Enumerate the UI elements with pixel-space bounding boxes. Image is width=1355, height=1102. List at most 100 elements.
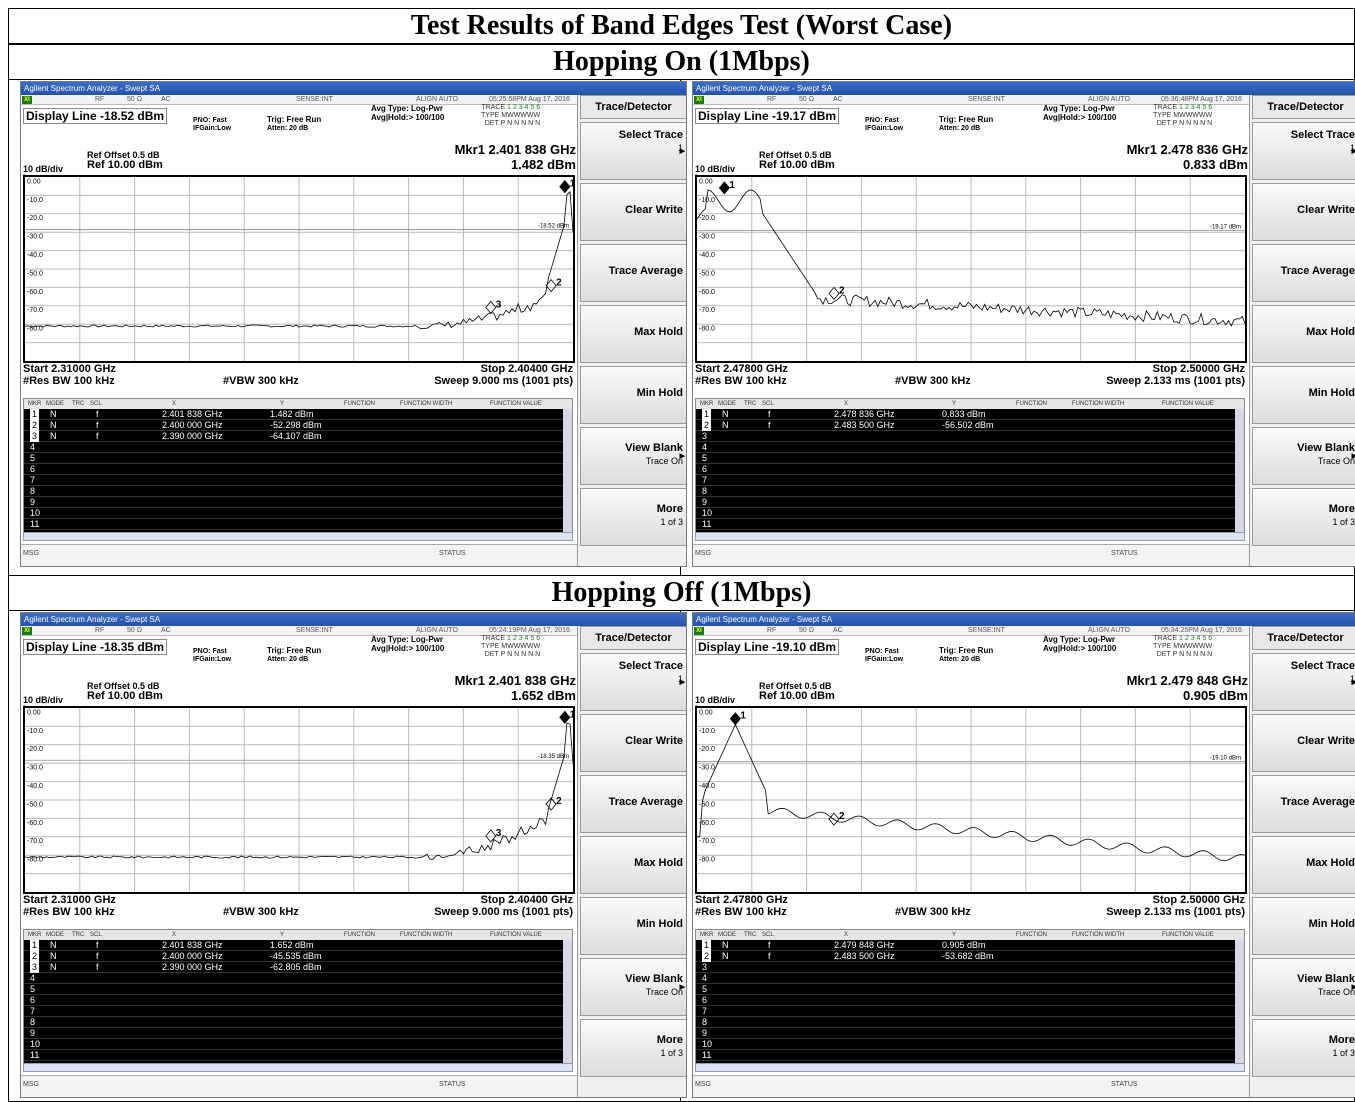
page-title: Test Results of Band Edges Test (Worst C…: [8, 8, 1355, 44]
marker-2-label: 2: [839, 811, 845, 822]
marker-readout: Mkr1 2.401 838 GHz 1.652 dBm: [455, 673, 576, 703]
cell-x: 2.400 000 GHz: [162, 951, 223, 961]
marker-table-scrollbar[interactable]: [563, 409, 572, 533]
table-row: 5: [696, 453, 1236, 464]
submenu-arrow-icon: ▶: [679, 148, 685, 155]
more-softkey[interactable]: More 1 of 3: [580, 488, 686, 546]
trace-average-softkey[interactable]: Trace Average: [580, 244, 686, 302]
cell-mkr: 9: [30, 497, 36, 507]
trace-info: TRACE 1 2 3 4 5 6 TYPE MWWWWW DET P N N …: [1153, 635, 1213, 658]
msg-label: MSG: [23, 1081, 39, 1088]
min-hold-softkey[interactable]: Min Hold: [1252, 897, 1355, 955]
more-softkey[interactable]: More 1 of 3: [580, 1019, 686, 1077]
cell-mkr: 8: [30, 1017, 36, 1027]
spectrum-svg: 0.00 -10.0 -20.0 -30.0 -40.0 -50.0 -60.0 -70.0 -…: [697, 177, 1245, 361]
status-label: STATUS: [439, 550, 466, 557]
avg-type-label: Avg Type: Log-Pwr: [371, 104, 443, 113]
more-softkey[interactable]: More 1 of 3: [1252, 1019, 1355, 1077]
avg-type-label: Avg Type: Log-Pwr: [1043, 635, 1115, 644]
cell-mode: N: [50, 420, 57, 430]
align-label: ALIGN AUTO: [416, 96, 458, 103]
y-tick-label: -40.0: [27, 783, 43, 790]
cell-y: -62.805 dBm: [270, 962, 322, 972]
cell-mkr: 8: [702, 486, 708, 496]
clear-write-softkey[interactable]: Clear Write: [1252, 183, 1355, 241]
msg-label: MSG: [23, 550, 39, 557]
display-line-readout[interactable]: Display Line -18.52 dBm: [23, 108, 168, 124]
pno-label: PNO: Fast: [865, 648, 899, 655]
more-softkey[interactable]: More 1 of 3: [1252, 488, 1355, 546]
marker-2-icon: [545, 279, 557, 293]
spectrum-plot[interactable]: 0.00 -10.0 -20.0 -30.0 -40.0 -50.0 -60.0 -70.0-…: [23, 706, 575, 894]
marker-1-label: 1: [740, 711, 746, 722]
pno-label: PNO: Fast: [193, 117, 227, 124]
y-tick-label: -20.0: [699, 215, 715, 222]
vbw: #VBW 300 kHz: [223, 906, 299, 918]
horizontal-scrollbar[interactable]: [23, 532, 573, 541]
horizontal-scrollbar[interactable]: [23, 1063, 573, 1072]
msg-label: MSG: [695, 1081, 711, 1088]
y-tick-label: -70.0: [699, 838, 715, 845]
cell-mkr: 4: [30, 442, 36, 452]
max-hold-softkey[interactable]: Max Hold: [580, 836, 686, 894]
y-tick-label: -10.0: [27, 728, 43, 735]
table-row: 5: [24, 453, 564, 464]
cell-x: 2.478 836 GHz: [834, 409, 895, 419]
vbw: #VBW 300 kHz: [895, 906, 971, 918]
coupling-label: AC: [161, 627, 171, 634]
marker-table-scrollbar[interactable]: [563, 940, 572, 1064]
marker-1-icon: [718, 181, 730, 195]
horizontal-scrollbar[interactable]: [695, 532, 1245, 541]
spectrum-plot[interactable]: 0.00 -10.0 -20.0 -30.0 -40.0 -50.0 -60.0 -70.0-…: [23, 175, 575, 363]
max-hold-softkey[interactable]: Max Hold: [1252, 836, 1355, 894]
marker-table-header: MKR MODE TRC SCL X Y FUNCTION FUNCTION W…: [696, 399, 1244, 409]
clear-write-softkey[interactable]: Clear Write: [580, 714, 686, 772]
cell-mode: N: [50, 431, 57, 441]
cell-mode: N: [50, 962, 57, 972]
sense-label: SENSE:INT: [296, 627, 333, 634]
cell-y: 1.652 dBm: [270, 940, 314, 950]
display-line-readout[interactable]: Display Line -19.17 dBm: [695, 108, 840, 124]
spectrum-plot[interactable]: 0.00 -10.0 -20.0 -30.0 -40.0 -50.0 -60.0 -70.0-…: [695, 706, 1247, 894]
min-hold-softkey[interactable]: Min Hold: [580, 366, 686, 424]
clear-write-softkey[interactable]: Clear Write: [580, 183, 686, 241]
clear-write-softkey[interactable]: Clear Write: [1252, 714, 1355, 772]
horizontal-scrollbar[interactable]: [695, 1063, 1245, 1072]
table-row: 10: [696, 508, 1236, 519]
marker-table-scrollbar[interactable]: [1235, 409, 1244, 533]
cell-trc: f: [96, 951, 99, 961]
spectrum-svg: 0.00 -10.0 -20.0 -30.0 -40.0 -50.0 -60.0 -70.0 -…: [25, 708, 573, 892]
marker-frequency: Mkr1 2.479 848 GHz: [1126, 673, 1248, 688]
trace-average-softkey[interactable]: Trace Average: [1252, 775, 1355, 833]
marker-table-scrollbar[interactable]: [1235, 940, 1244, 1064]
message-bar: MSG STATUS: [693, 544, 1249, 566]
trace-average-softkey[interactable]: Trace Average: [580, 775, 686, 833]
trace-average-softkey[interactable]: Trace Average: [1252, 244, 1355, 302]
table-row: 5: [24, 984, 564, 995]
trigger-label: Trig: Free Run: [267, 646, 322, 655]
marker-level: 1.652 dBm: [510, 688, 576, 703]
window-title: Agilent Spectrum Analyzer - Swept SA: [21, 82, 686, 95]
cell-mkr: 10: [702, 508, 713, 518]
min-hold-softkey[interactable]: Min Hold: [580, 897, 686, 955]
table-row: 7: [696, 475, 1236, 486]
trace-detector-menu-title: Trace/Detector: [580, 626, 686, 650]
min-hold-softkey[interactable]: Min Hold: [1252, 366, 1355, 424]
max-hold-softkey[interactable]: Max Hold: [1252, 305, 1355, 363]
display-line-readout[interactable]: Display Line -19.10 dBm: [695, 639, 840, 655]
table-row: 8: [696, 486, 1236, 497]
spectrum-plot[interactable]: 0.00 -10.0 -20.0 -30.0 -40.0 -50.0 -60.0 -70.0-…: [695, 175, 1247, 363]
cell-y: -64.107 dBm: [270, 431, 322, 441]
max-hold-softkey[interactable]: Max Hold: [580, 305, 686, 363]
display-line-readout[interactable]: Display Line -18.35 dBm: [23, 639, 168, 655]
cell-x: 2.390 000 GHz: [162, 962, 223, 972]
